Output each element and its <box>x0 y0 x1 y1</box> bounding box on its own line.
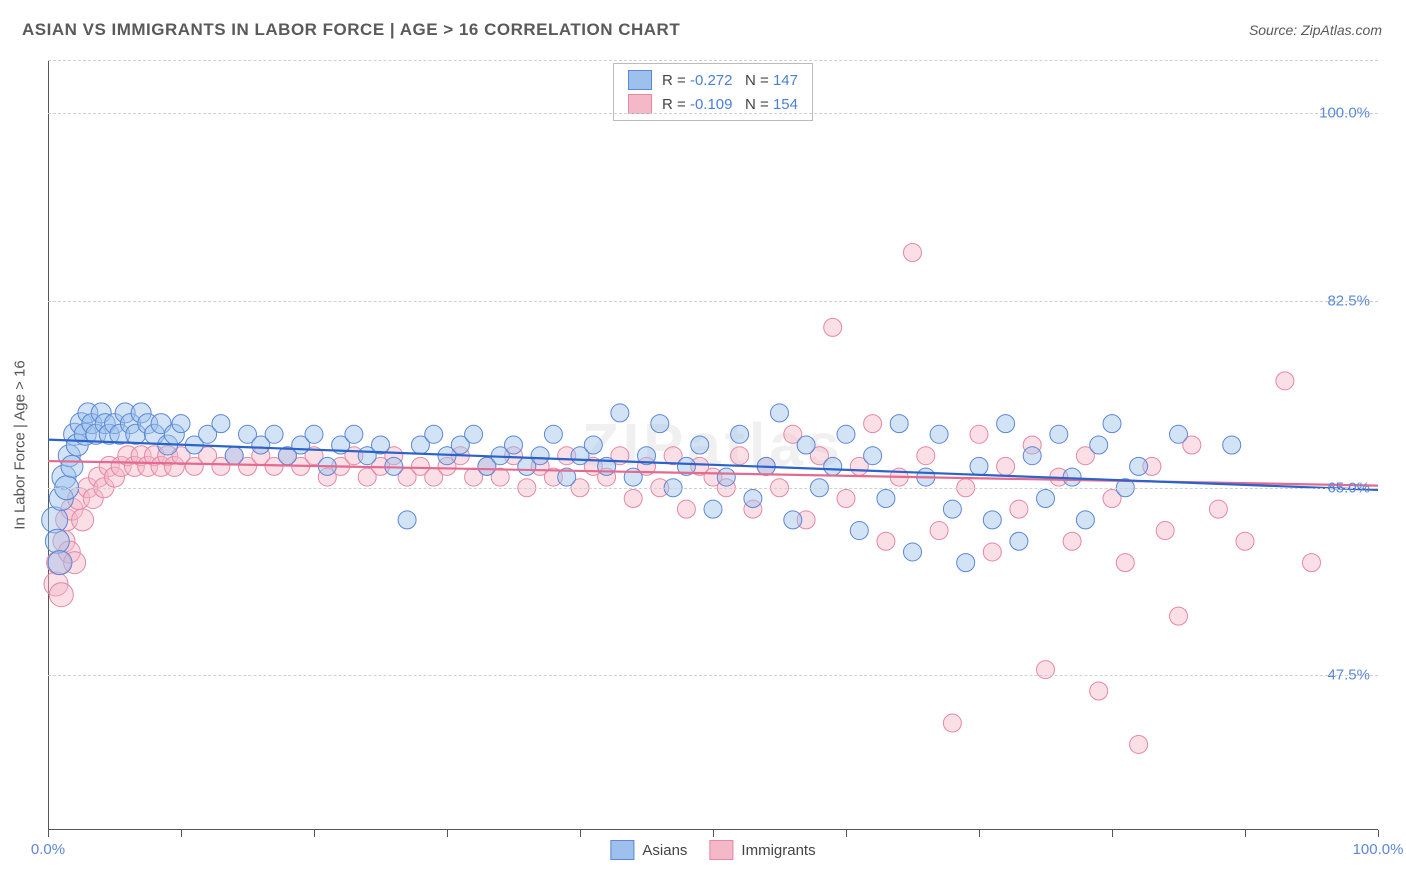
gridline <box>48 60 1378 61</box>
x-tick <box>846 830 847 837</box>
legend-item-asians: Asians <box>610 840 687 860</box>
swatch-asians <box>610 840 634 860</box>
series-legend: Asians Immigrants <box>610 840 815 860</box>
r-value-asians: -0.272 <box>690 72 733 89</box>
chart-area: ZIPatlas In Labor Force | Age > 16 R = -… <box>48 60 1378 830</box>
source-label: Source: ZipAtlas.com <box>1249 22 1382 38</box>
n-value-asians: 147 <box>773 72 798 89</box>
x-tick <box>48 830 49 837</box>
gridline <box>48 488 1378 489</box>
gridline <box>48 675 1378 676</box>
y-tick-label: 47.5% <box>1327 666 1370 683</box>
x-tick <box>713 830 714 837</box>
legend-label-asians: Asians <box>642 842 687 859</box>
x-tick-label: 100.0% <box>1353 841 1404 858</box>
legend-row-immigrants: R = -0.109 N = 154 <box>628 94 798 114</box>
r-value-immigrants: -0.109 <box>690 96 733 113</box>
legend-item-immigrants: Immigrants <box>709 840 815 860</box>
r-label: R = -0.109 N = 154 <box>662 96 798 113</box>
x-tick <box>447 830 448 837</box>
x-tick <box>1245 830 1246 837</box>
legend-label-immigrants: Immigrants <box>741 842 815 859</box>
chart-title: ASIAN VS IMMIGRANTS IN LABOR FORCE | AGE… <box>22 20 680 40</box>
y-tick-label: 100.0% <box>1319 105 1370 122</box>
x-tick <box>1112 830 1113 837</box>
y-tick-label: 65.0% <box>1327 479 1370 496</box>
swatch-immigrants <box>709 840 733 860</box>
x-tick <box>580 830 581 837</box>
plot-canvas <box>48 60 1378 830</box>
x-tick <box>314 830 315 837</box>
gridline <box>48 113 1378 114</box>
x-tick <box>1378 830 1379 837</box>
swatch-asians <box>628 70 652 90</box>
n-value-immigrants: 154 <box>773 96 798 113</box>
r-label: R = -0.272 N = 147 <box>662 72 798 89</box>
y-axis-title: In Labor Force | Age > 16 <box>12 360 29 529</box>
x-tick <box>181 830 182 837</box>
x-tick-label: 0.0% <box>31 841 65 858</box>
legend-row-asians: R = -0.272 N = 147 <box>628 70 798 90</box>
gridline <box>48 301 1378 302</box>
swatch-immigrants <box>628 94 652 114</box>
y-tick-label: 82.5% <box>1327 292 1370 309</box>
correlation-legend: R = -0.272 N = 147 R = -0.109 N = 154 <box>613 63 813 121</box>
x-tick <box>979 830 980 837</box>
